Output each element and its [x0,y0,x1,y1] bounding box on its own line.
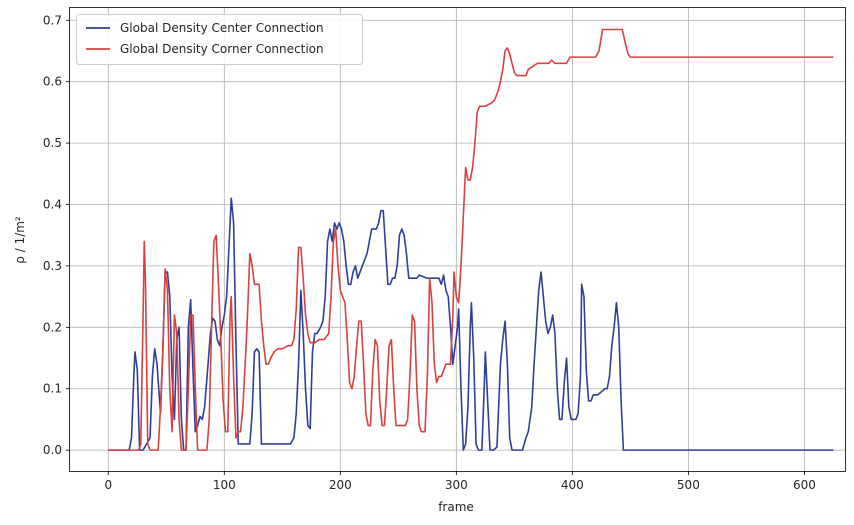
legend-box [76,14,363,65]
y-axis: 0.0 0.1 0.2 0.3 0.4 0.5 0.6 0.7 [43,13,70,457]
x-tick-label: 100 [213,478,236,492]
series-line-center-connection [108,197,834,451]
y-tick-label: 0.2 [43,320,62,334]
x-tick-label: 200 [329,478,352,492]
plot-frame [69,7,846,472]
y-tick-label: 0.0 [43,443,62,457]
legend-label-center: Global Density Center Connection [120,21,324,35]
y-tick-label: 0.1 [43,382,62,396]
x-tick-label: 300 [445,478,468,492]
series-layer [108,28,834,451]
series-line-corner-connection [108,28,834,451]
grid-lines [70,8,845,471]
x-tick-label: 600 [793,478,816,492]
legend: Global Density Center Connection Global … [76,14,363,65]
y-tick-label: 0.7 [43,13,62,27]
y-tick-label: 0.6 [43,75,62,89]
y-tick-label: 0.5 [43,136,62,150]
legend-label-corner: Global Density Corner Connection [120,42,324,56]
y-tick-label: 0.4 [43,197,62,211]
x-tick-label: 400 [561,478,584,492]
x-axis: 0 100 200 300 400 500 600 [104,471,816,492]
x-axis-label: frame [438,500,474,514]
y-axis-label: ρ / 1/m² [13,216,27,264]
x-tick-label: 0 [104,478,112,492]
x-tick-label: 500 [677,478,700,492]
y-tick-label: 0.3 [43,259,62,273]
